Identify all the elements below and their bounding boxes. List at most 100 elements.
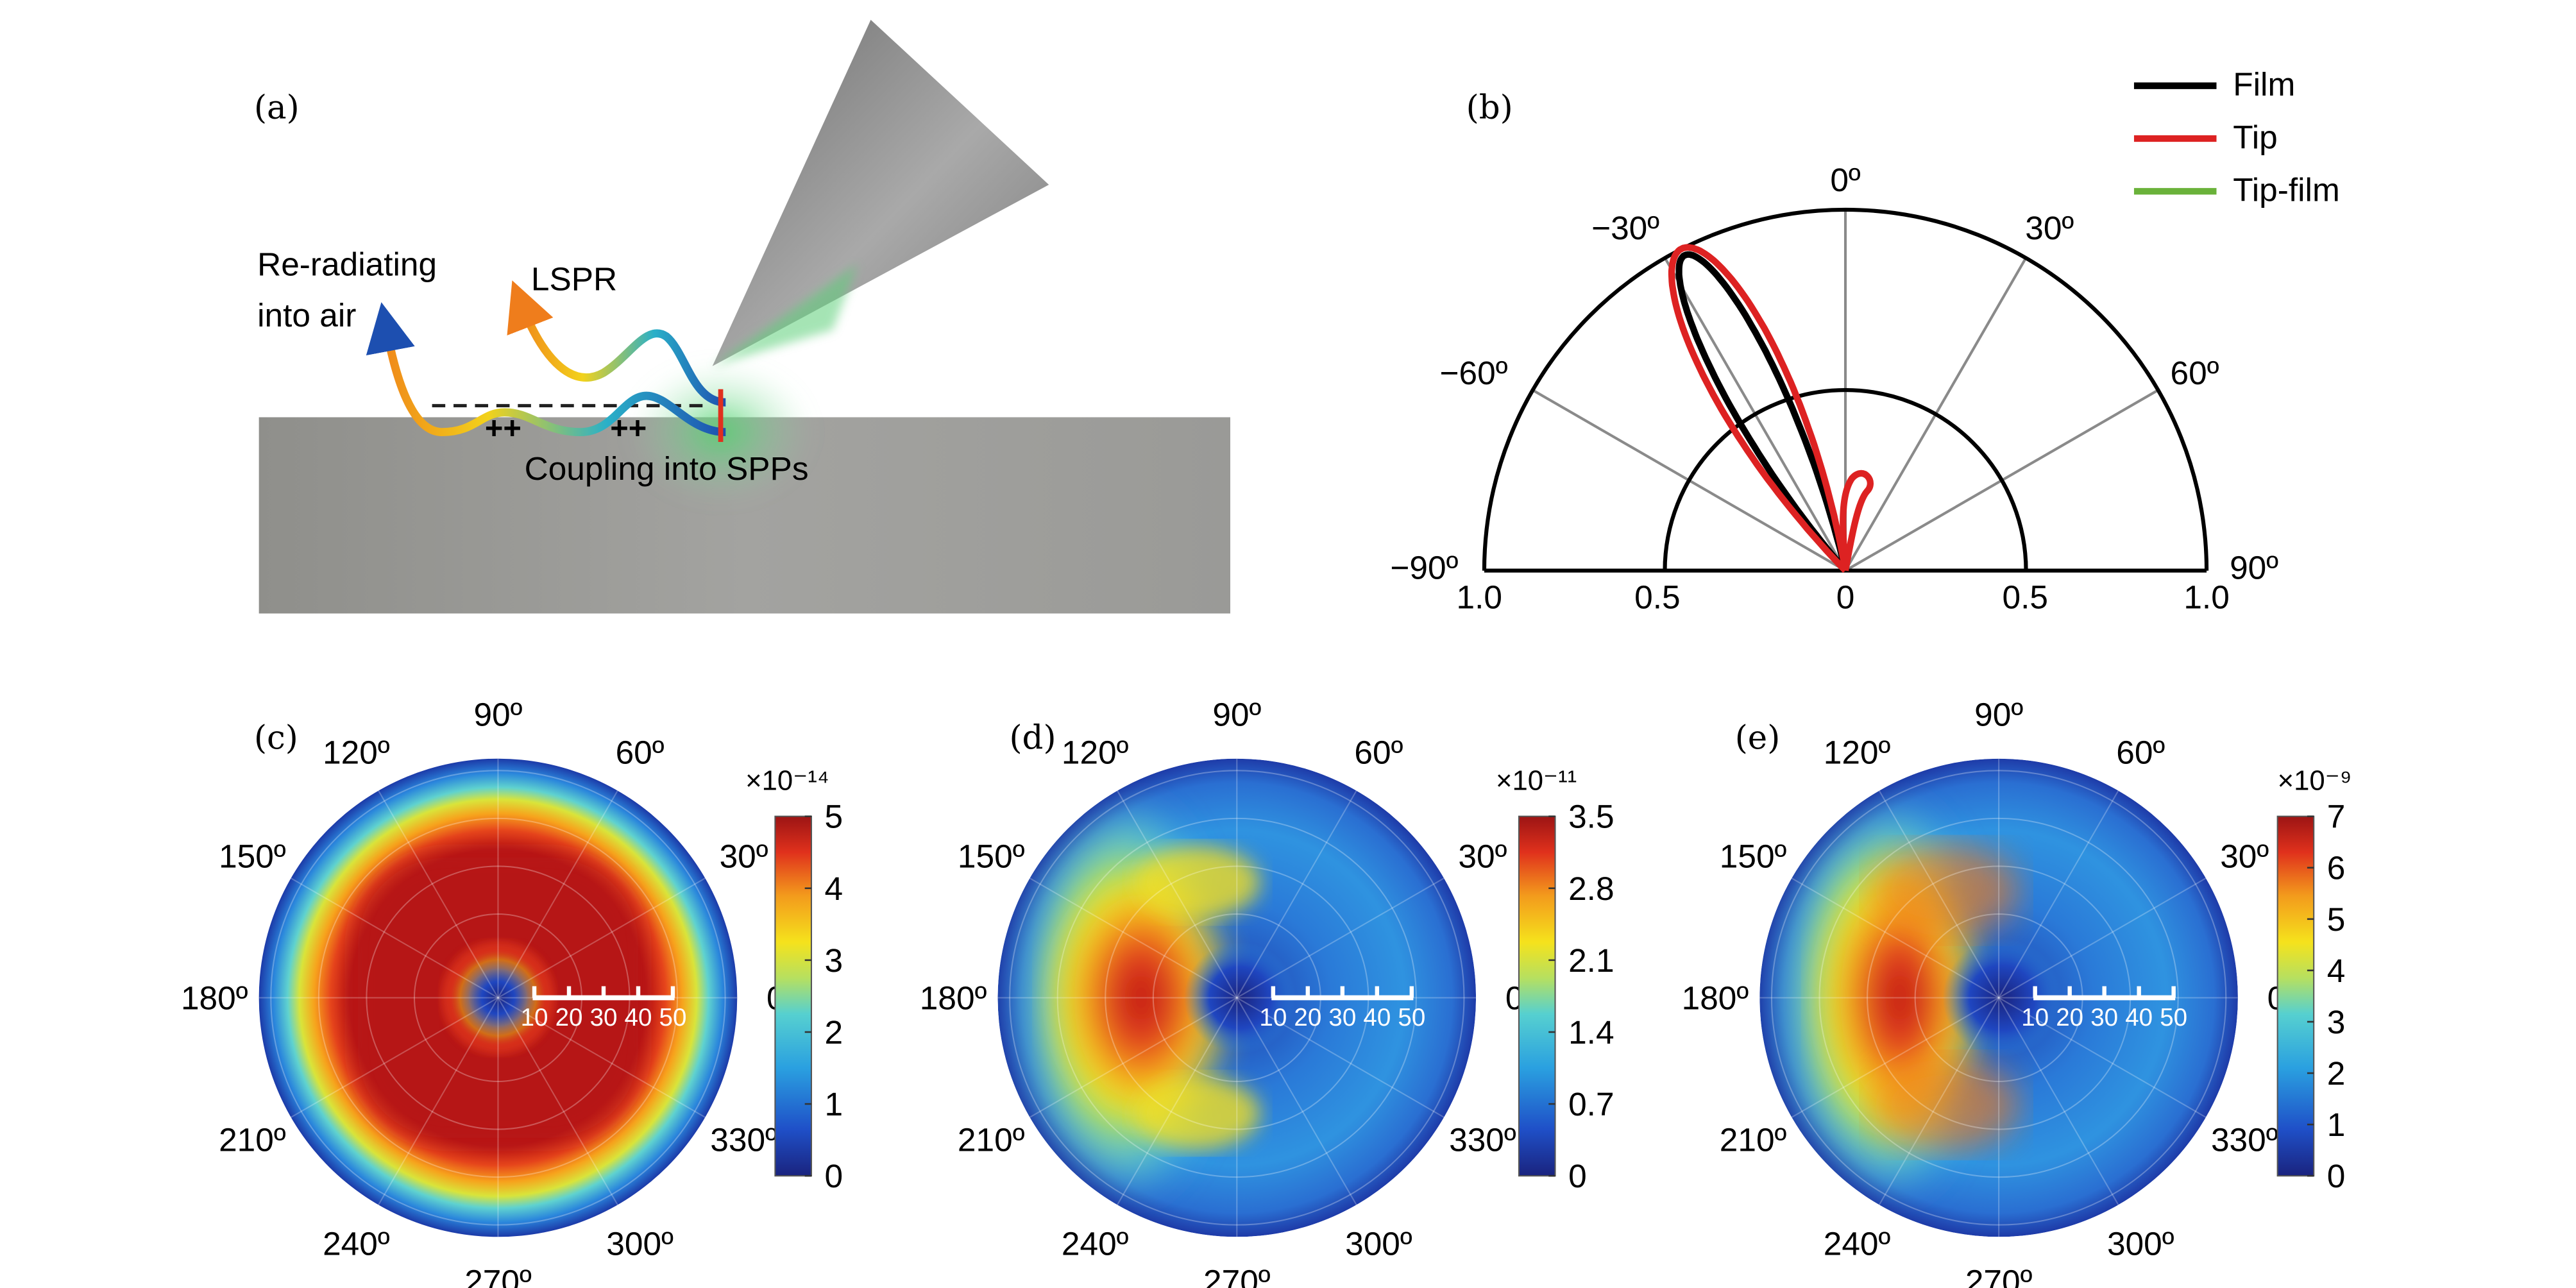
lspr-wave [507, 280, 726, 407]
radial-scale-label: 10 [1259, 1004, 1287, 1031]
panel-a: (a) ++ ++ Re-radiating into air LSPR Cou… [254, 19, 1231, 614]
angle-label-neg60: −60º [1440, 354, 1508, 391]
radial-label-zero: 0 [1836, 579, 1855, 616]
colorbar-tick-label: 3 [2327, 1003, 2346, 1040]
polar-angle-label: 240º [1062, 1225, 1129, 1262]
radial-scale-label: 10 [2021, 1004, 2049, 1031]
polar-grid-e [1759, 758, 2238, 1237]
tip-glow [712, 264, 858, 366]
colorbar-d-exponent: ×10⁻¹¹ [1496, 765, 1577, 797]
panel-a-label: (a) [254, 89, 300, 127]
colorbar-tick-label: 3 [825, 942, 843, 979]
polar-angle-label: 30º [2220, 837, 2269, 874]
grid-spoke [1791, 997, 1999, 1118]
colorbar-tick-label: 2 [825, 1013, 843, 1051]
polar-angle-label: 90º [1212, 695, 1261, 733]
grid-spoke [291, 997, 498, 1118]
angle-label-neg30: −30º [1591, 209, 1659, 246]
colorbar-tick-label: 4 [2327, 952, 2346, 989]
angle-label-0: 0º [1830, 161, 1861, 198]
colorbar-tick-label: 0.7 [1568, 1085, 1614, 1123]
charge-right: ++ [610, 411, 647, 446]
grid-ring [1818, 817, 2179, 1178]
grid-spoke [1998, 997, 2119, 1205]
radial-label-right-1: 1.0 [2183, 579, 2229, 616]
polar-angle-label: 330º [2211, 1121, 2278, 1158]
grid-spoke [378, 997, 499, 1205]
film-curve-left [1675, 251, 1849, 573]
polar-angle-label: 240º [1824, 1225, 1891, 1262]
grid-spoke [1791, 877, 1999, 999]
grid-spoke [1117, 790, 1238, 999]
colorbar-tick-label: 4 [825, 870, 843, 907]
grid-spoke [497, 997, 618, 1205]
legend-tip-film-label: Tip-film [2233, 171, 2340, 208]
radial-label-right-05: 0.5 [2003, 579, 2048, 616]
panel-e-label: (e) [1735, 718, 1781, 757]
grid-spoke [1236, 877, 1445, 999]
legend: Film Tip Tip-film [2133, 65, 2340, 208]
grid-spoke [1117, 997, 1238, 1205]
grid-ring [1770, 770, 2227, 1226]
radial-scale-label: 50 [659, 1004, 687, 1031]
radial-scale-label: 40 [2125, 1004, 2153, 1031]
polar-angle-label: 300º [2107, 1225, 2174, 1262]
polar-angle-label: 180º [181, 979, 248, 1016]
colorbar-e-ticks: 7 6 5 4 3 2 1 0 [2307, 798, 2345, 1194]
colorbar-tick-label: 5 [825, 798, 843, 835]
polar-angle-label: 330º [710, 1121, 777, 1158]
polar-angle-label: 210º [1720, 1121, 1787, 1158]
polar-angle-label: 60º [1354, 733, 1403, 770]
grid-ring [270, 770, 726, 1226]
grid-spoke [1236, 997, 1357, 1205]
polar-angle-label: 120º [323, 733, 390, 770]
grid-spoke [1029, 877, 1237, 999]
radial-scale-label: 50 [2160, 1004, 2187, 1031]
radial-scale-label: 50 [1398, 1004, 1425, 1031]
radial-scale-label: 20 [555, 1004, 583, 1031]
charge-left: ++ [485, 411, 521, 446]
polar-angle-label: 30º [720, 837, 768, 874]
polar-angle-label: 150º [219, 837, 286, 874]
polar-angle-label: 120º [1824, 733, 1891, 770]
polar-angle-label: 210º [219, 1121, 286, 1158]
colorbar-tick-label: 7 [2327, 798, 2346, 835]
colorbar-tick-label: 1.4 [1568, 1013, 1614, 1051]
polar-angle-label: 210º [958, 1121, 1025, 1158]
grid-spoke [378, 790, 499, 999]
polar-angle-label: 90º [473, 695, 522, 733]
angle-label-30: 30º [2025, 209, 2074, 246]
grid-ring [1009, 770, 1465, 1226]
tip-curve-small-lobe [1840, 470, 1874, 572]
grid-spoke [291, 877, 498, 999]
polar-map-d [997, 758, 1477, 1237]
grid-ring [1056, 817, 1417, 1178]
angle-labels-c: 90º60º30º0º330º300º270º240º210º180º150º1… [181, 695, 797, 1288]
polar-angle-label: 30º [1458, 837, 1507, 874]
radial-scale-d: 10 20 30 40 50 [1259, 986, 1425, 1031]
grid-spoke [497, 790, 618, 999]
probe-tip [712, 19, 1049, 366]
polar-angle-label: 270º [1203, 1263, 1271, 1288]
panel-b-label: (b) [1466, 89, 1513, 127]
panel-d-label: (d) [1009, 718, 1056, 757]
radial-scale-label: 10 [521, 1004, 548, 1031]
polar-angle-label: 60º [2116, 733, 2165, 770]
polar-angle-label: 270º [464, 1263, 532, 1288]
colorbar-e [2276, 815, 2315, 1177]
colorbar-tick-label: 6 [2327, 849, 2346, 886]
polar-angle-label: 120º [1062, 733, 1129, 770]
grid-spoke [497, 997, 706, 1118]
radial-scale-c: 10 20 30 40 50 [521, 986, 687, 1031]
colorbar-tick-label: 0 [1568, 1157, 1587, 1194]
polar-angle-label: 270º [1965, 1263, 2033, 1288]
colorbar-c [774, 815, 812, 1177]
reradiating-wave [366, 302, 726, 437]
radial-scale-e: 10 20 30 40 50 [2021, 986, 2187, 1031]
outer-arc [1482, 207, 2209, 571]
colorbar-tick-label: 0 [2327, 1157, 2346, 1194]
panel-b: (b) 0º 30º 60º 90º −30º −60º −90º 1.0 0.… [1390, 65, 2340, 616]
